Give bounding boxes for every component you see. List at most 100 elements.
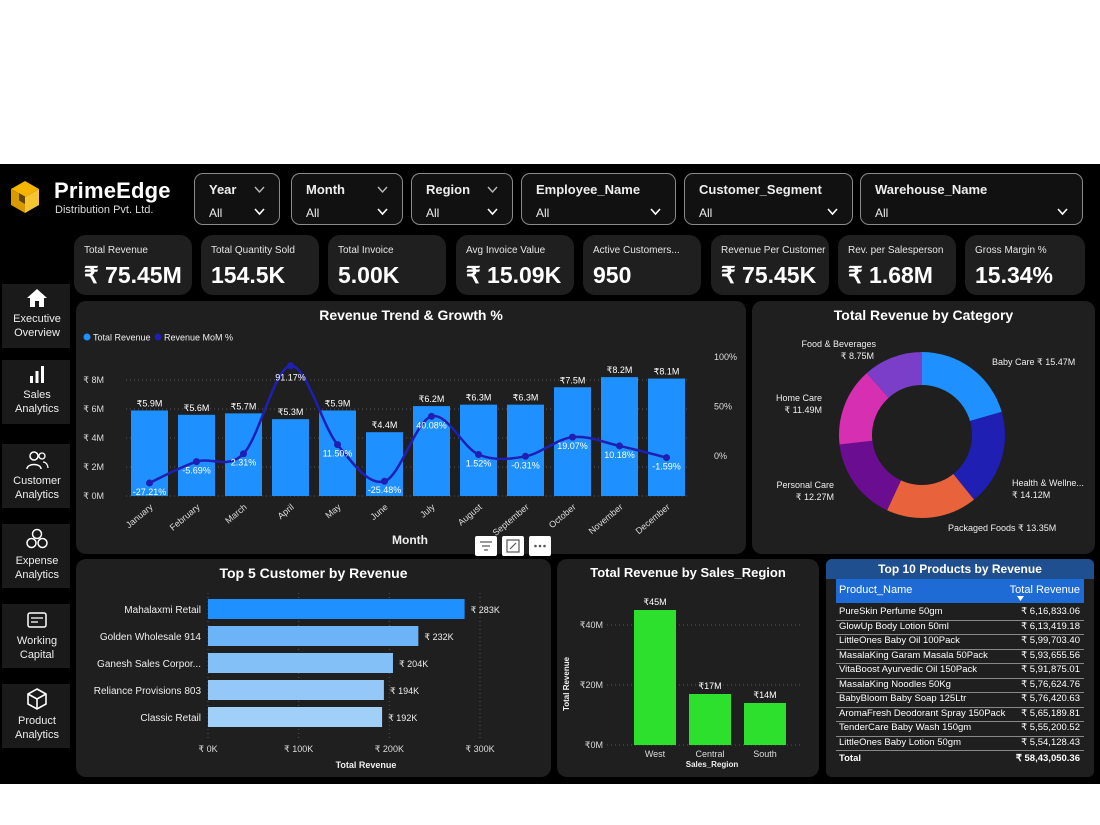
nav-executive-overview[interactable]: Executive Overview (2, 288, 72, 340)
x-tick-label: South (753, 749, 777, 759)
table-row[interactable]: LittleOnes Baby Lotion 50gm ₹ 5,54,128.43 (836, 736, 1084, 751)
x-tick-label: March (223, 502, 249, 526)
box-icon (27, 688, 47, 710)
nav-working-capital[interactable]: Working Capital (2, 610, 72, 662)
region-slicer[interactable]: Region All (411, 173, 513, 225)
kpi-title: Rev. per Salesperson (848, 245, 944, 256)
slicer-value: All (426, 206, 440, 220)
total-value: ₹ 58,43,050.36 (1015, 753, 1080, 764)
nav-customer-analytics[interactable]: Customer Analytics (2, 450, 72, 502)
x-axis-title: Sales_Region (686, 760, 739, 769)
chevron-down-icon[interactable] (1057, 208, 1068, 216)
table-row[interactable]: BabyBloom Baby Soap 125Ltr ₹ 5,76,420.63 (836, 692, 1084, 708)
table-header: Product_Name Total Revenue (836, 579, 1084, 603)
sales-region-chart: Total Revenue Sales_Region ₹0M ₹20M ₹40M ₹4… (562, 597, 802, 769)
month-slicer[interactable]: Month All (291, 173, 403, 225)
cube-logo-icon (11, 181, 39, 213)
slicer-value: All (699, 206, 713, 220)
category-label: Mahalaxmi Retail (124, 605, 201, 616)
kpi-title: Avg Invoice Value (466, 245, 546, 256)
kpi-title: Total Invoice (338, 245, 394, 256)
customer-segment-slicer[interactable]: Customer_Segment All (684, 173, 853, 225)
chevron-down-icon[interactable] (827, 208, 838, 216)
coins-icon (26, 528, 48, 549)
nav-product-analytics[interactable]: Product Analytics (2, 688, 72, 742)
mom-data-label: -5.69% (182, 466, 211, 476)
table-row[interactable]: TenderCare Baby Wash 150gm ₹ 5,55,200.52 (836, 721, 1084, 737)
table-row[interactable]: MasalaKing Noodles 50Kg ₹ 5,76,624.76 (836, 678, 1084, 693)
mom-data-label: 10.18% (604, 450, 635, 460)
category-donut-card: Total Revenue by Category Baby Care ₹ 15… (752, 301, 1095, 554)
dashboard: PrimeEdge Distribution Pvt. Ltd. Year Al… (0, 164, 1100, 784)
bar-data-label: ₹6.2M (419, 394, 445, 404)
kpi-value: 154.5K (211, 262, 286, 288)
x-tick-label: July (418, 502, 437, 520)
x-tick-label: October (547, 502, 578, 530)
slicer-value: All (536, 206, 550, 220)
bar-chart-icon (30, 366, 44, 383)
donut-slice (887, 473, 975, 518)
chevron-down-icon[interactable] (377, 208, 388, 216)
bar-data-label: ₹45M (643, 597, 666, 607)
bar-data-label: ₹5.9M (325, 398, 351, 408)
bar-data-label: ₹6.3M (466, 393, 492, 403)
slice-category-label: Personal Care (776, 480, 834, 490)
year-slicer[interactable]: Year All (194, 173, 280, 225)
nav-sales-analytics[interactable]: Sales Analytics (2, 364, 72, 416)
category-label: Classic Retail (140, 713, 201, 724)
x-tick-label: June (368, 502, 389, 522)
table-row[interactable]: LittleOnes Baby Oil 100Pack ₹ 5,99,703.40 (836, 634, 1084, 650)
table-row[interactable]: VitaBoost Ayurvedic Oil 150Pack ₹ 5,91,87… (836, 663, 1084, 679)
y2-tick-label: 0% (714, 451, 727, 461)
nav-label: Sales (23, 389, 51, 401)
category-label: Reliance Provisions 803 (94, 686, 202, 697)
chevron-down-icon[interactable] (487, 208, 498, 216)
y-tick-label: ₹40M (580, 620, 603, 630)
more-options-icon[interactable] (529, 536, 551, 556)
kpi-title: Active Customers... (593, 245, 680, 256)
bar-data-label: ₹7.5M (560, 375, 586, 385)
mom-data-label: 91.17% (275, 373, 306, 383)
slicer-value: All (209, 206, 223, 220)
customer-bar (208, 653, 393, 673)
chevron-down-icon[interactable] (650, 208, 661, 216)
nav-label: Customer (13, 475, 61, 487)
employee-name-slicer[interactable]: Employee_Name All (521, 173, 676, 225)
revenue-bar (366, 432, 403, 496)
bar-data-label: ₹5.9M (137, 398, 163, 408)
bar-data-label: ₹5.3M (278, 407, 304, 417)
revenue-bar (272, 419, 309, 496)
column-header-revenue[interactable]: Total Revenue (1009, 584, 1080, 596)
customer-bar (208, 599, 465, 619)
nav-expense-analytics[interactable]: Expense Analytics (2, 528, 72, 582)
kpi-value: ₹ 1.68M (848, 262, 933, 288)
kpi-active-customers: Active Customers... 950 (583, 235, 701, 295)
mom-point (381, 477, 388, 485)
home-icon (27, 289, 47, 307)
mom-point (334, 441, 341, 449)
filter-icon[interactable] (475, 536, 497, 556)
y-tick-label: ₹ 6M (83, 404, 104, 414)
x-tick-label: September (491, 502, 531, 538)
table-row[interactable]: MasalaKing Garam Masala 50Pack ₹ 5,93,655… (836, 649, 1084, 664)
revenue-cell: ₹ 5,76,420.63 (1021, 693, 1080, 704)
table-row[interactable]: GlowUp Body Lotion 50ml ₹ 6,13,419.18 (836, 620, 1084, 635)
table-row[interactable]: PureSkin Perfume 50gm ₹ 6,16,833.06 (836, 605, 1084, 621)
sort-desc-icon[interactable] (1017, 596, 1024, 601)
nav-label: Capital (19, 649, 55, 661)
x-tick-label: May (323, 502, 343, 521)
x-tick-label: ₹ 300K (465, 744, 494, 754)
column-header-product[interactable]: Product_Name (839, 584, 913, 596)
focus-mode-icon[interactable] (502, 536, 524, 556)
y-tick-label: ₹ 0M (83, 491, 104, 501)
chevron-down-icon[interactable] (254, 208, 265, 216)
mom-point (240, 450, 247, 458)
mom-data-label: 2.31% (231, 458, 257, 468)
warehouse-name-slicer[interactable]: Warehouse_Name All (860, 173, 1083, 225)
product-name-cell: MasalaKing Noodles 50Kg (839, 678, 951, 690)
chevron-down-icon (377, 186, 388, 194)
bar-data-label: ₹6.3M (513, 393, 539, 403)
wallet-icon (27, 612, 47, 628)
table-row[interactable]: AromaFresh Deodorant Spray 150Pack ₹ 5,65… (836, 707, 1084, 722)
y-tick-label: ₹20M (580, 680, 603, 690)
